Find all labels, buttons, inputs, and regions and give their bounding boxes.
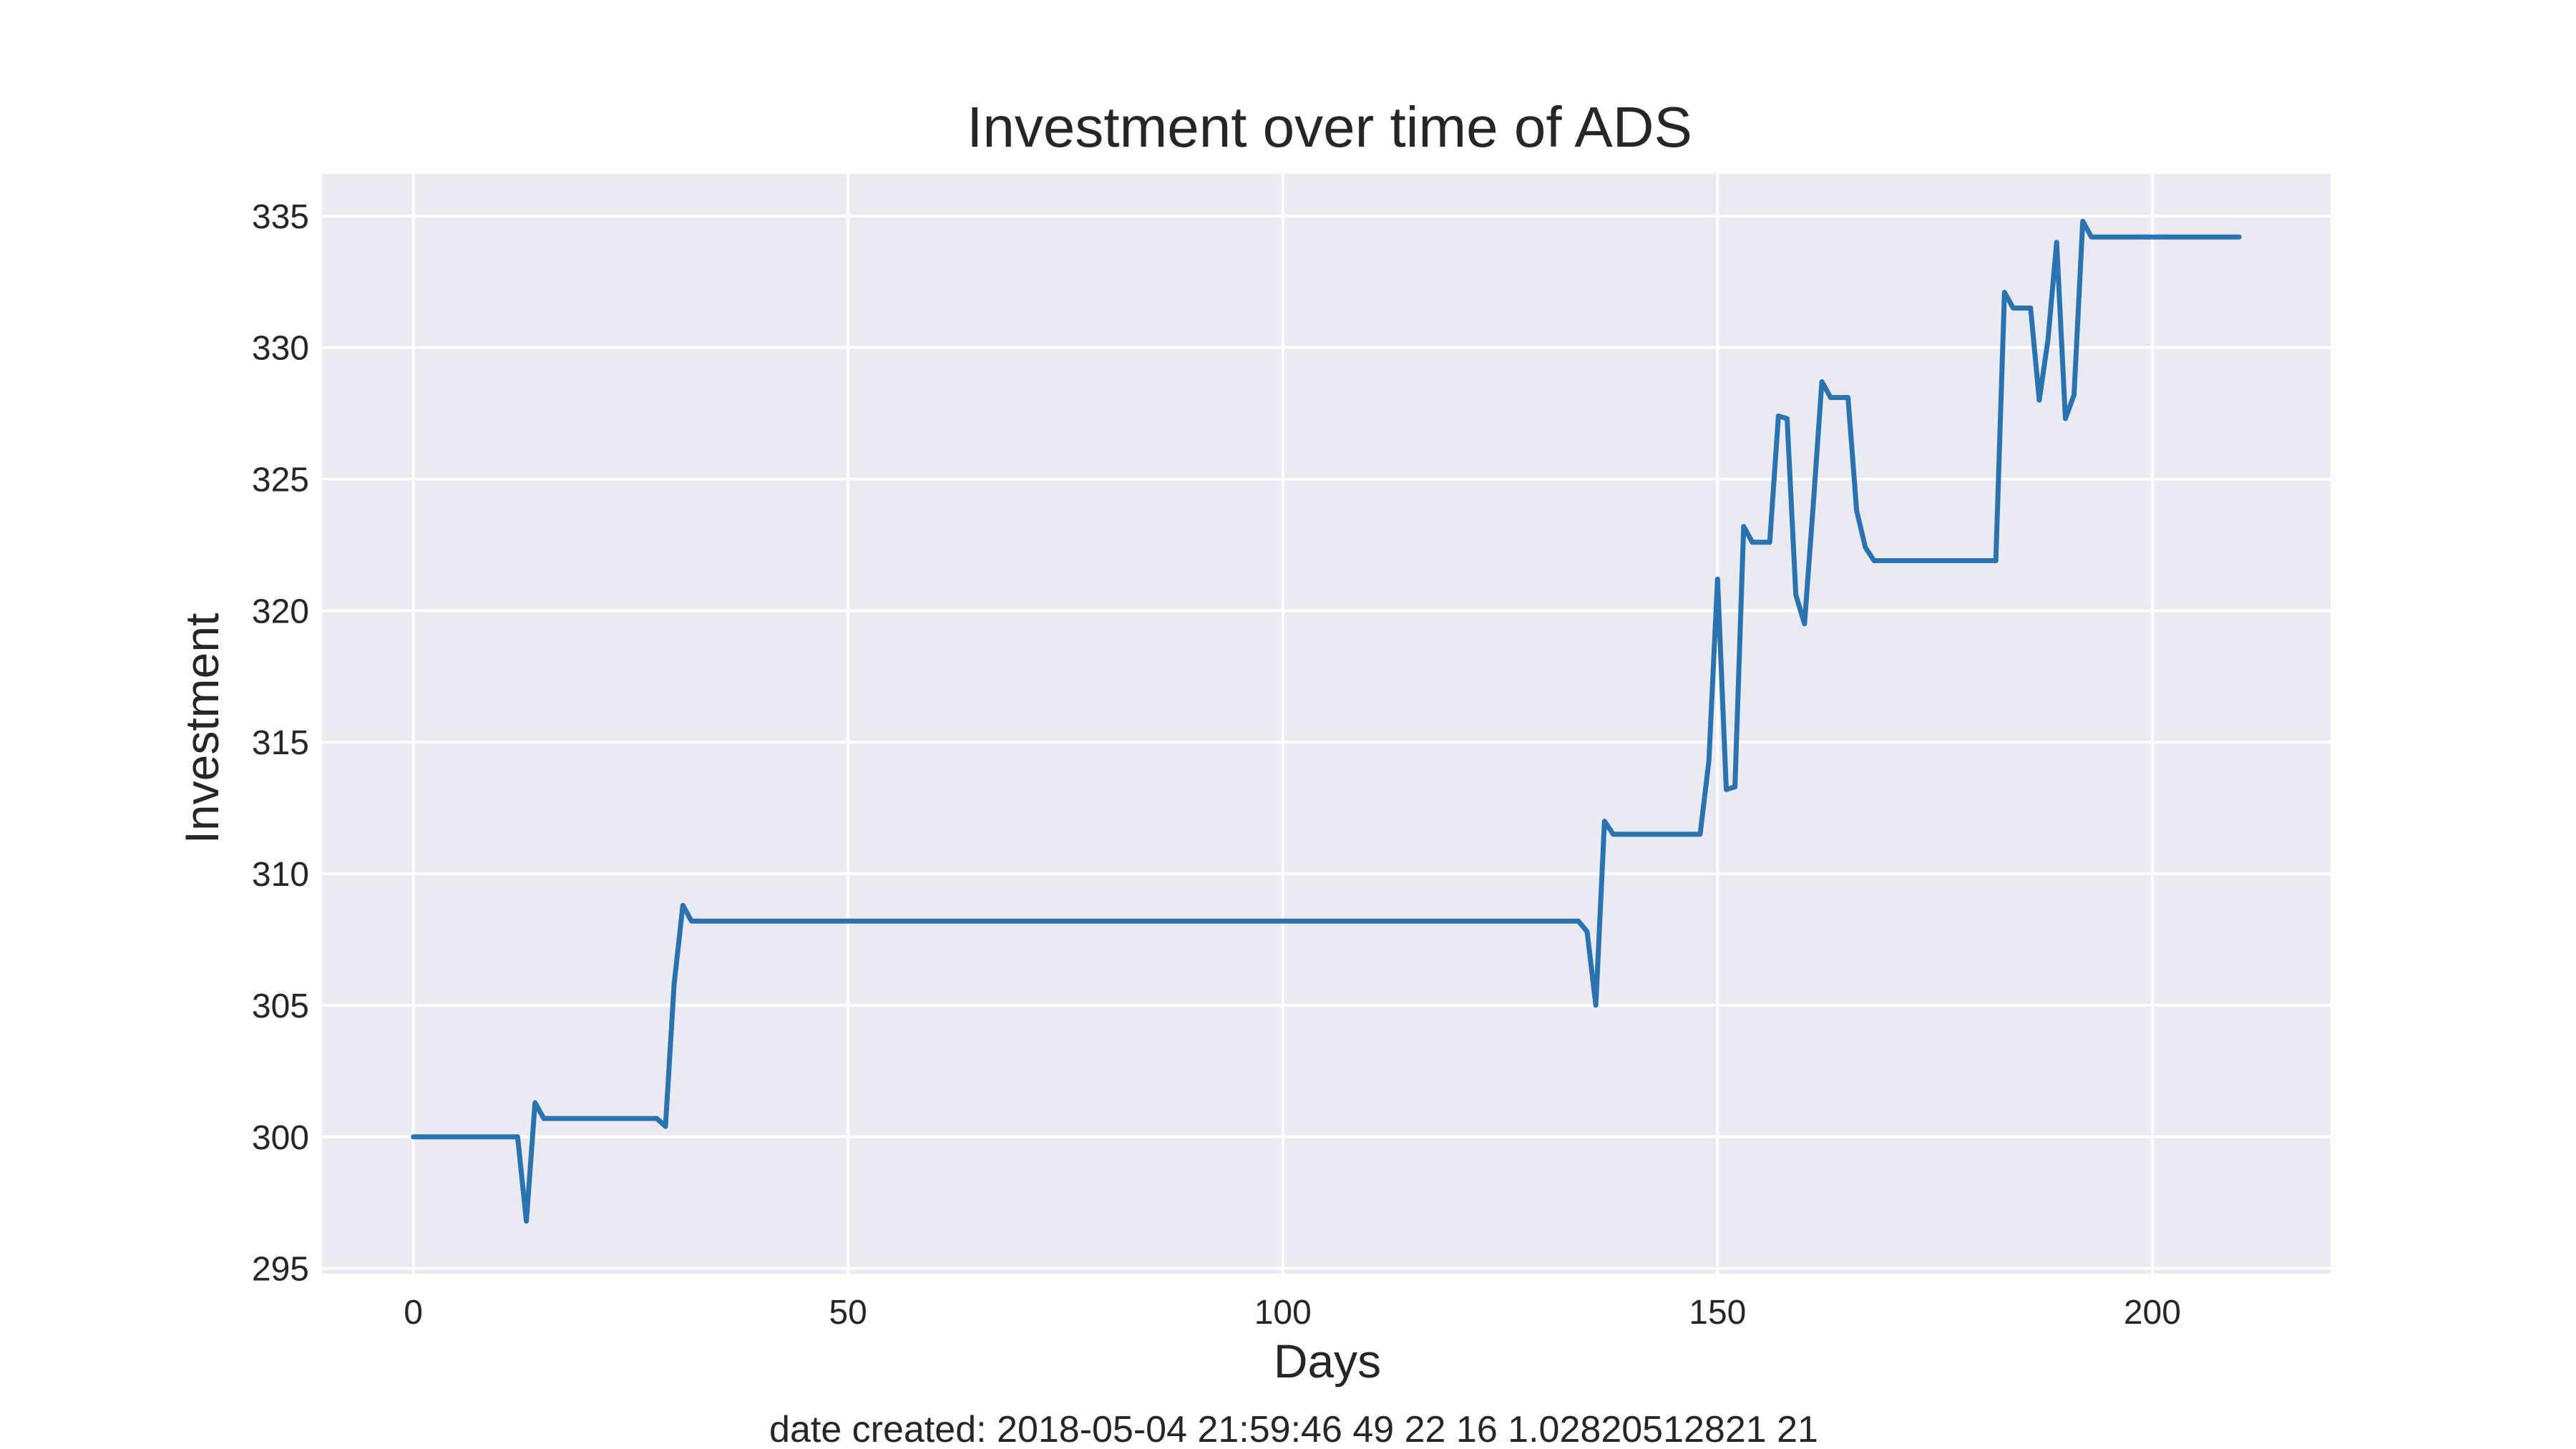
x-axis-label: Days (1274, 1335, 1381, 1387)
investment-series-line (411, 218, 2242, 1224)
y-tick-labels: 295 300 305 310 315 320 325 330 335 (252, 198, 309, 1289)
y-tick-label: 330 (252, 330, 309, 368)
y-tick-label: 325 (252, 462, 309, 499)
x-tick-labels: 0 50 100 150 200 (404, 1294, 2181, 1332)
grid-lines (322, 174, 2331, 1274)
x-tick-label: 200 (2124, 1294, 2181, 1332)
y-tick-label: 320 (252, 592, 309, 630)
y-axis-label: Investment (175, 613, 228, 844)
data-series (411, 218, 2242, 1224)
y-tick-label: 300 (252, 1119, 309, 1157)
date-created-caption: date created: 2018-05-04 21:59:46 49 22 … (769, 1409, 1818, 1449)
y-tick-label: 305 (252, 987, 309, 1025)
y-tick-label: 335 (252, 198, 309, 236)
y-tick-label: 310 (252, 856, 309, 894)
y-tick-label: 315 (252, 724, 309, 762)
y-tick-label: 295 (252, 1251, 309, 1289)
x-tick-label: 150 (1689, 1294, 1746, 1332)
chart-title: Investment over time of ADS (967, 95, 1692, 159)
x-tick-label: 100 (1254, 1294, 1312, 1332)
plot-area (322, 174, 2331, 1274)
x-tick-label: 0 (404, 1294, 423, 1332)
x-tick-label: 50 (829, 1294, 867, 1332)
